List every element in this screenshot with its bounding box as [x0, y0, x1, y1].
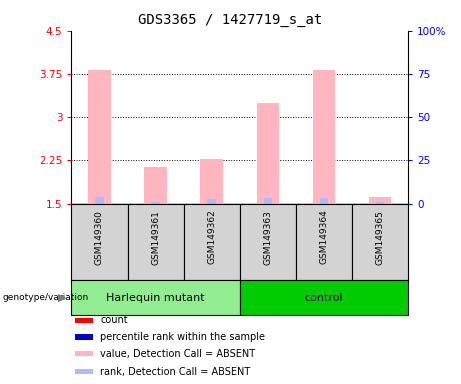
Text: value, Detection Call = ABSENT: value, Detection Call = ABSENT [100, 349, 255, 359]
Text: Harlequin mutant: Harlequin mutant [106, 293, 205, 303]
Text: control: control [305, 293, 343, 303]
Text: ▶: ▶ [59, 293, 67, 303]
Bar [264, 198, 272, 204]
Text: percentile rank within the sample: percentile rank within the sample [100, 332, 265, 342]
Bar [207, 200, 216, 204]
Text: GSM149362: GSM149362 [207, 210, 216, 265]
Text: GSM149363: GSM149363 [263, 210, 272, 265]
Bar [88, 70, 111, 204]
Text: GSM149361: GSM149361 [151, 210, 160, 265]
Text: GSM149364: GSM149364 [319, 210, 328, 265]
Text: count: count [100, 315, 128, 325]
Bar [201, 159, 223, 204]
Text: GDS3365 / 1427719_s_at: GDS3365 / 1427719_s_at [138, 13, 323, 27]
Bar [313, 70, 335, 204]
Bar [75, 318, 93, 323]
Bar [75, 334, 93, 340]
Text: genotype/variation: genotype/variation [2, 293, 89, 302]
Text: rank, Detection Call = ABSENT: rank, Detection Call = ABSENT [100, 367, 250, 377]
Text: GSM149365: GSM149365 [375, 210, 384, 265]
Bar [296, 204, 352, 280]
Bar [256, 103, 279, 204]
Bar [352, 204, 408, 280]
Bar [240, 204, 296, 280]
Bar [128, 204, 183, 280]
Bar [183, 204, 240, 280]
Bar [75, 351, 93, 356]
Bar [144, 167, 167, 204]
Bar [71, 204, 128, 280]
Bar [376, 202, 384, 204]
Bar [319, 199, 328, 204]
Text: GSM149360: GSM149360 [95, 210, 104, 265]
Bar [75, 369, 93, 374]
Bar [240, 280, 408, 315]
Bar [151, 202, 160, 204]
Bar [95, 197, 104, 204]
Bar [71, 280, 240, 315]
Bar [369, 197, 391, 204]
